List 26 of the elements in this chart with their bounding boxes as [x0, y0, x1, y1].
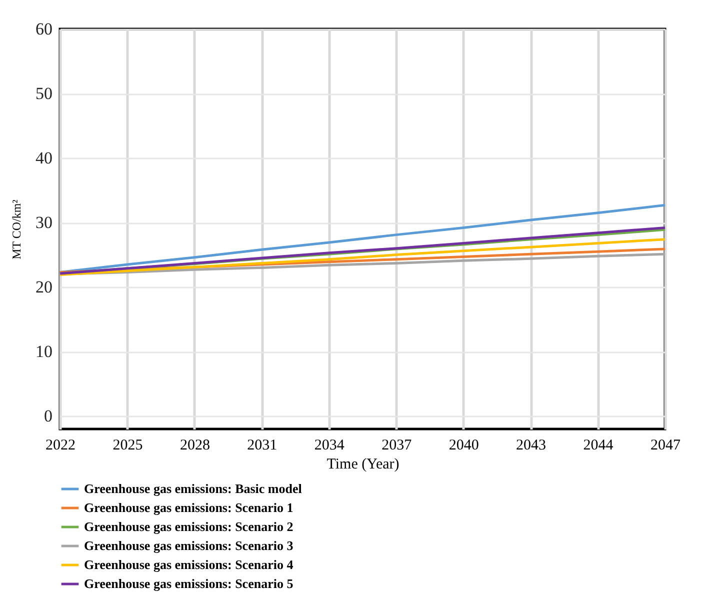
legend-label: Greenhouse gas emissions: Scenario 1: [84, 500, 294, 515]
legend-label: Greenhouse gas emissions: Scenario 3: [84, 538, 294, 553]
legend-label: Greenhouse gas emissions: Scenario 4: [84, 557, 294, 572]
y-tick-label: 60: [36, 20, 52, 38]
x-tick-label: 2037: [382, 438, 412, 454]
y-tick-label: 20: [36, 278, 52, 297]
y-tick-label: 30: [36, 213, 52, 232]
x-tick-label: 2022: [46, 438, 76, 454]
line-series: [58, 238, 666, 276]
y-tick-label: 40: [36, 148, 52, 168]
x-tick-label: 2031: [247, 438, 278, 454]
legend-label: Greenhouse gas emissions: Basic model: [84, 481, 302, 496]
x-tick-label: 2034: [314, 438, 345, 454]
x-tick-label: 2025: [112, 438, 143, 454]
x-tick-label: 2047: [650, 438, 681, 454]
x-tick-label: 2028: [180, 438, 210, 454]
x-tick-label: 2044: [583, 438, 614, 454]
x-tick-label: 2043: [516, 438, 546, 454]
legend-label: Greenhouse gas emissions: Scenario 5: [84, 576, 294, 591]
y-tick-label: 0: [44, 406, 52, 426]
x-tick-label: 2040: [448, 438, 479, 454]
x-axis-title: Time (Year): [326, 456, 400, 472]
legend-label: Greenhouse gas emissions: Scenario 2: [84, 519, 294, 534]
y-tick-label: 50: [36, 84, 52, 104]
y-axis-title: MT CO/km²: [10, 199, 24, 260]
y-tick-label: 10: [36, 342, 52, 362]
